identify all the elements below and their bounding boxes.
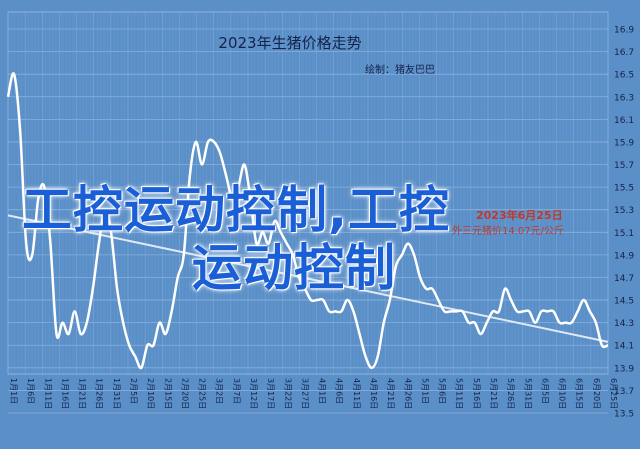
x-tick-label: 5月6日 — [438, 378, 447, 404]
x-tick-label: 1月16日 — [60, 378, 69, 409]
x-tick-label: 1月6日 — [26, 378, 35, 404]
x-tick-label: 5月21日 — [489, 378, 498, 409]
y-tick-label: 16.1 — [614, 116, 634, 126]
y-tick-label: 16.7 — [614, 48, 634, 58]
y-tick-label: 16.9 — [614, 26, 634, 36]
x-tick-label: 5月11日 — [455, 378, 464, 409]
y-tick-label: 13.5 — [614, 410, 634, 420]
y-tick-label: 13.9 — [614, 364, 634, 374]
y-axis-ticks: 13.5 13.7 13.9 14.1 14.3 14.5 14.7 14.9 15.1 15.3… — [614, 26, 634, 420]
x-tick-label: 3月27日 — [300, 378, 309, 409]
y-tick-label: 15.3 — [614, 206, 634, 216]
x-tick-label: 2月25日 — [198, 378, 207, 409]
y-tick-label: 15.1 — [614, 229, 634, 239]
y-tick-label: 15.7 — [614, 161, 634, 171]
watermark-text-line-2: 运动控制 — [192, 239, 396, 297]
x-tick-label: 3月22日 — [283, 378, 292, 409]
price-series-line — [6, 72, 609, 370]
x-tick-label: 2月15日 — [163, 378, 172, 409]
x-tick-label: 1月31日 — [112, 378, 121, 409]
x-tick-label: 1月1日 — [9, 378, 18, 404]
x-tick-label: 4月16日 — [369, 378, 378, 409]
x-tick-label: 4月6日 — [335, 378, 344, 404]
y-tick-label: 15.5 — [614, 184, 634, 194]
x-tick-label: 6月15日 — [575, 378, 584, 409]
watermark-text-line-1: 工控运动控制,工控 — [22, 181, 450, 239]
x-tick-label: 5月31日 — [523, 378, 532, 409]
y-tick-label: 14.3 — [614, 319, 634, 329]
x-tick-label: 2月10日 — [146, 378, 155, 409]
y-tick-label: 14.7 — [614, 274, 634, 284]
x-tick-label: 3月12日 — [249, 378, 258, 409]
x-tick-label: 2月5日 — [129, 378, 138, 404]
y-tick-label: 14.9 — [614, 251, 634, 261]
y-tick-label: 13.7 — [614, 387, 634, 397]
x-tick-label: 6月5日 — [540, 378, 549, 404]
x-tick-label: 5月1日 — [420, 378, 429, 404]
date-annotation: 2023年6月25日 — [476, 209, 563, 222]
y-tick-label: 16.5 — [614, 71, 634, 81]
chart-subtitle: 绘制：猪友巴巴 — [365, 63, 435, 76]
grid — [7, 12, 609, 414]
x-tick-label: 4月21日 — [386, 378, 395, 409]
x-tick-label: 4月11日 — [352, 378, 361, 409]
series-group — [6, 72, 609, 370]
trend-line — [7, 214, 609, 343]
x-tick-label: 4月26日 — [403, 378, 412, 409]
y-tick-label: 15.9 — [614, 138, 634, 148]
chart-title: 2023年生猪价格走势 — [218, 34, 361, 52]
x-tick-label: 1月26日 — [95, 378, 104, 409]
x-tick-label: 6月20日 — [592, 378, 601, 409]
x-tick-label: 6月10日 — [558, 378, 567, 409]
x-tick-label: 2月20日 — [180, 378, 189, 409]
x-tick-label: 3月7日 — [232, 378, 241, 404]
x-axis-ticks: 1月1日 1月6日 1月11日 1月16日 1月21日 1月26日 1月31日 2月5日 2月1… — [9, 378, 618, 409]
x-tick-label: 5月16日 — [472, 378, 481, 409]
plot-background — [7, 11, 609, 375]
x-tick-label: 1月11日 — [43, 378, 52, 409]
x-tick-label: 3月2日 — [215, 378, 224, 404]
y-tick-label: 14.1 — [614, 342, 634, 352]
x-tick-label: 6月25日 — [609, 378, 618, 409]
x-tick-label: 1月21日 — [78, 378, 87, 409]
x-tick-label: 3月17日 — [266, 378, 275, 409]
x-tick-label: 4月1日 — [318, 378, 327, 404]
y-tick-label: 14.5 — [614, 297, 634, 307]
y-tick-label: 16.3 — [614, 93, 634, 103]
price-annotation: 外三元猪价14.07元/公斤 — [452, 226, 564, 237]
x-tick-label: 5月26日 — [506, 378, 515, 409]
